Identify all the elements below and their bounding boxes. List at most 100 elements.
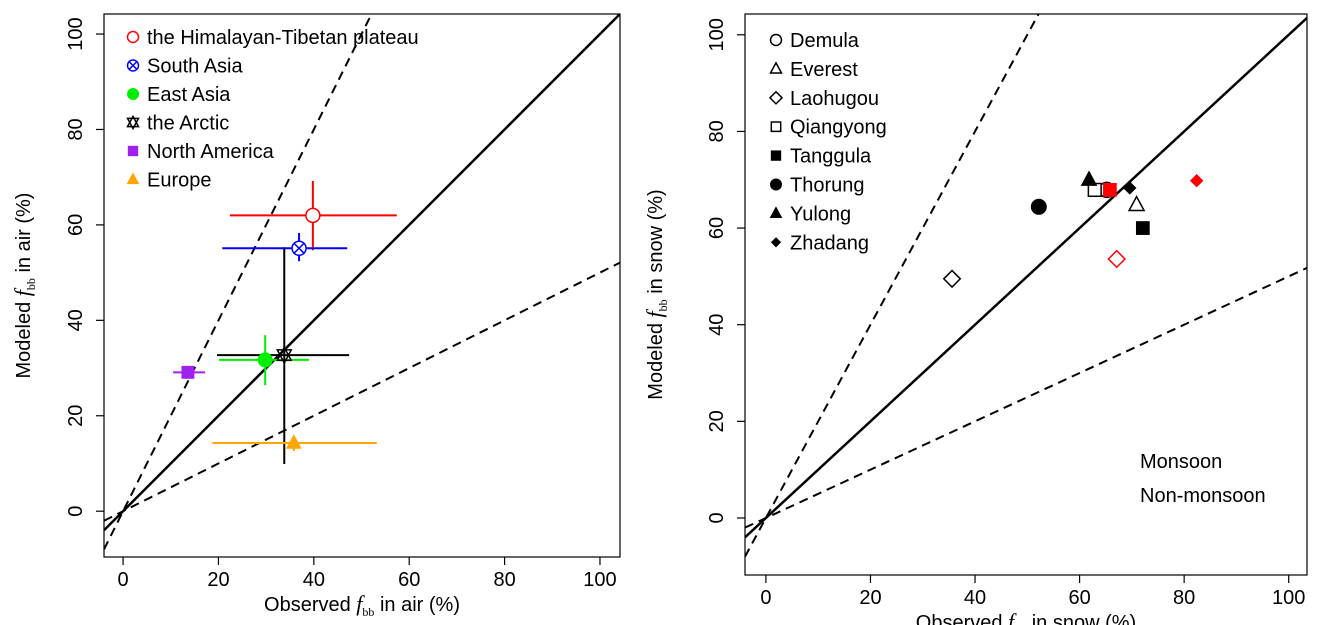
- legend-label: Qiangyong: [790, 117, 887, 139]
- marker-shape: [942, 269, 962, 289]
- marker-shape: [1127, 195, 1146, 212]
- legend-marker: [770, 178, 782, 191]
- axis-label-part: bb: [1014, 623, 1026, 625]
- x-tick-label: 80: [1173, 587, 1195, 609]
- marker: [285, 434, 302, 449]
- legend-label: Everest: [790, 59, 858, 81]
- plot-area: [104, 14, 620, 550]
- marker-shape: [1123, 181, 1137, 195]
- marker-shape: [127, 145, 139, 157]
- marker-shape: [128, 61, 138, 70]
- axis-label: Modeled fbb in air (%): [10, 193, 38, 379]
- annotation: Non-monsoon: [1140, 485, 1266, 507]
- marker: [257, 352, 273, 368]
- x-tick-label: 60: [1068, 587, 1090, 609]
- reference-line: [104, 261, 620, 522]
- y-tick-label: 20: [65, 405, 87, 427]
- marker-shape: [276, 349, 293, 365]
- plot-frame: [103, 13, 621, 558]
- axis-label-part: Modeled: [13, 296, 35, 378]
- y-tick-label: 40: [706, 314, 728, 336]
- axis-label-part: f: [356, 591, 365, 616]
- axis-label-part: Observed: [264, 594, 356, 616]
- legend-marker: [770, 150, 782, 161]
- legend-marker: [126, 30, 140, 44]
- legend-marker: [770, 121, 782, 133]
- x-tick-label: 80: [493, 569, 515, 591]
- marker-shape: [768, 90, 784, 105]
- y-tick-label: 60: [65, 214, 87, 236]
- legend-marker: [769, 206, 783, 219]
- marker-shape: [285, 434, 302, 449]
- reference-line: [745, 14, 1040, 558]
- marker-shape: [1103, 183, 1117, 197]
- y-tick-label: 80: [65, 118, 87, 140]
- legend-label: Demula: [790, 30, 860, 52]
- reference-line: [745, 16, 1307, 539]
- axis-label-part: in snow (%): [1026, 612, 1136, 625]
- axis-label-part: bb: [656, 299, 670, 311]
- marker: [1127, 195, 1146, 212]
- y-tick-label: 20: [706, 410, 728, 432]
- x-tick-label: 20: [207, 569, 229, 591]
- axis-label-part: f: [1008, 609, 1017, 625]
- reference-line: [745, 267, 1307, 529]
- marker-shape: [1189, 173, 1204, 188]
- marker-shape: [276, 345, 293, 362]
- marker-shape: [1030, 198, 1047, 215]
- legend-marker: [126, 172, 140, 185]
- marker-shape: [770, 150, 782, 161]
- marker: [1080, 170, 1098, 186]
- x-tick-label: 40: [964, 587, 986, 609]
- marker-shape: [769, 61, 783, 74]
- legend-label: Tanggula: [790, 146, 872, 168]
- legend-label: the Arctic: [147, 113, 229, 135]
- marker-shape: [127, 88, 139, 100]
- legend-label: the Himalayan-Tibetan plateau: [147, 27, 419, 49]
- marker-shape: [293, 242, 305, 254]
- reference-line: [104, 14, 620, 532]
- x-tick-label: 40: [303, 569, 325, 591]
- marker: [1103, 183, 1117, 197]
- axis-label-part: in snow (%): [645, 189, 667, 299]
- axis-label-part: Modeled: [645, 317, 667, 399]
- legend-label: Laohugou: [790, 88, 879, 110]
- y-tick-label: 100: [706, 18, 728, 51]
- axis-label-part: in air (%): [13, 193, 35, 279]
- legend-marker: [126, 59, 140, 72]
- legend-label: South Asia: [147, 56, 244, 78]
- x-tick-label: 0: [118, 569, 129, 591]
- x-tick-label: 20: [859, 587, 881, 609]
- marker: [1030, 198, 1047, 215]
- axis-label-part: f: [642, 308, 667, 317]
- marker-shape: [126, 172, 140, 185]
- legend-marker: [770, 237, 782, 248]
- legend-label: North America: [147, 141, 275, 163]
- legend-marker: [769, 61, 783, 74]
- axis-label-part: bb: [24, 278, 38, 290]
- y-tick-label: 0: [706, 512, 728, 523]
- plot-frame: [744, 13, 1308, 576]
- x-tick-label: 60: [398, 569, 420, 591]
- marker: [1189, 173, 1204, 188]
- y-tick-label: 40: [65, 309, 87, 331]
- marker-shape: [126, 30, 140, 44]
- marker-shape: [126, 117, 140, 131]
- marker: [1107, 249, 1127, 269]
- x-tick-label: 100: [1272, 587, 1305, 609]
- marker: [1123, 181, 1137, 195]
- marker-shape: [1107, 249, 1127, 269]
- y-tick-label: 0: [65, 506, 87, 517]
- axis-label: Observed fbb in snow (%): [916, 609, 1136, 625]
- marker: [305, 207, 321, 224]
- y-tick-label: 80: [706, 120, 728, 142]
- plot-area: [745, 14, 1307, 558]
- legend-marker: [126, 114, 140, 131]
- axis-label-part: f: [10, 287, 35, 296]
- legend-marker: [769, 33, 783, 47]
- marker: [291, 240, 307, 257]
- axis-label-part: bb: [362, 605, 374, 619]
- axis-label-part: Observed: [916, 612, 1008, 625]
- marker-shape: [1080, 170, 1098, 186]
